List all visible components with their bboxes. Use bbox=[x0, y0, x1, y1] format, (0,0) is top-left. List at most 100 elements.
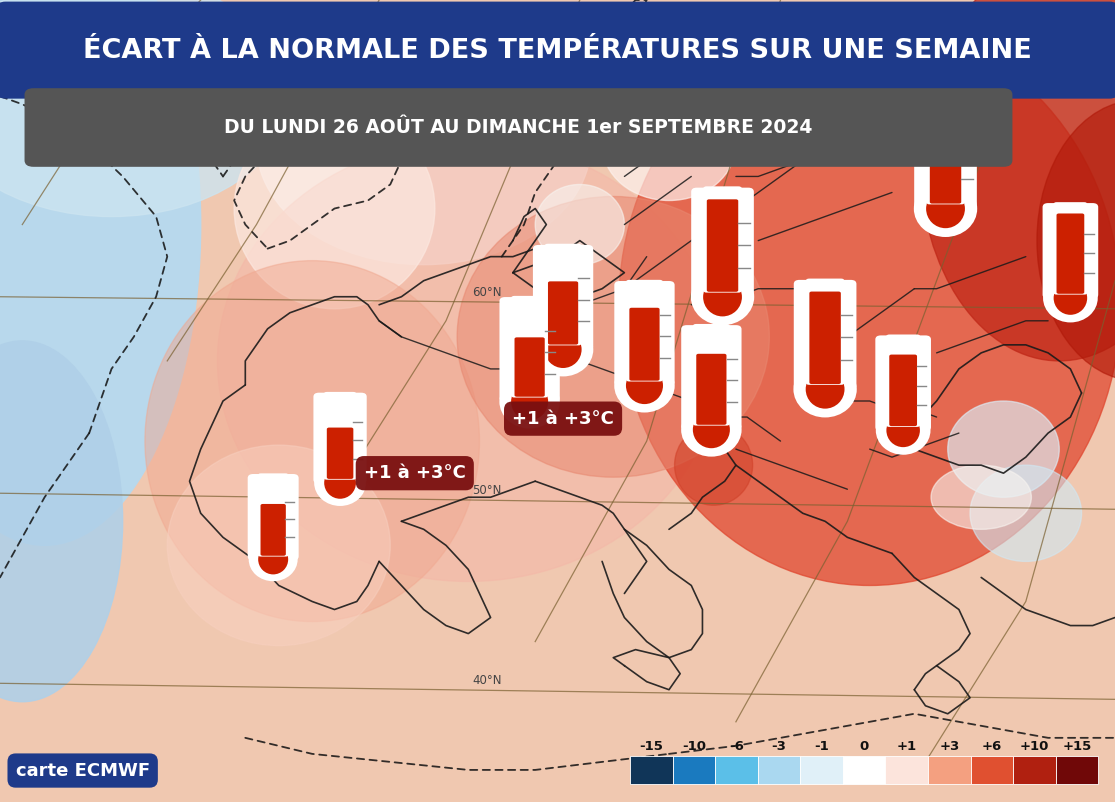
Ellipse shape bbox=[0, 341, 123, 702]
Ellipse shape bbox=[681, 403, 741, 456]
Ellipse shape bbox=[234, 108, 435, 309]
Ellipse shape bbox=[626, 367, 663, 404]
Text: +1 à +3°C: +1 à +3°C bbox=[363, 464, 466, 482]
Ellipse shape bbox=[920, 0, 1115, 361]
Bar bbox=[715, 755, 758, 784]
Bar bbox=[758, 755, 801, 784]
Ellipse shape bbox=[533, 322, 593, 376]
Ellipse shape bbox=[167, 445, 390, 646]
Bar bbox=[970, 755, 1014, 784]
Ellipse shape bbox=[931, 465, 1031, 529]
Ellipse shape bbox=[948, 401, 1059, 497]
FancyBboxPatch shape bbox=[692, 324, 730, 426]
FancyBboxPatch shape bbox=[511, 296, 549, 398]
FancyBboxPatch shape bbox=[500, 297, 560, 402]
FancyBboxPatch shape bbox=[806, 278, 844, 385]
FancyBboxPatch shape bbox=[323, 392, 357, 480]
FancyBboxPatch shape bbox=[258, 473, 289, 557]
Ellipse shape bbox=[544, 331, 582, 368]
Text: 0: 0 bbox=[860, 739, 869, 753]
Bar bbox=[672, 755, 715, 784]
Ellipse shape bbox=[256, 24, 591, 265]
Text: -1: -1 bbox=[814, 739, 828, 753]
Text: 40°N: 40°N bbox=[473, 674, 502, 687]
FancyBboxPatch shape bbox=[261, 504, 285, 556]
FancyBboxPatch shape bbox=[533, 245, 593, 350]
Text: carte ECMWF: carte ECMWF bbox=[16, 762, 149, 780]
Text: 50°N: 50°N bbox=[473, 484, 502, 497]
Ellipse shape bbox=[914, 180, 977, 237]
FancyBboxPatch shape bbox=[544, 244, 582, 346]
Ellipse shape bbox=[0, 0, 290, 217]
FancyBboxPatch shape bbox=[25, 88, 1012, 167]
FancyBboxPatch shape bbox=[248, 474, 299, 561]
Bar bbox=[801, 755, 843, 784]
Bar bbox=[1014, 755, 1056, 784]
Text: +15: +15 bbox=[1063, 739, 1092, 753]
FancyBboxPatch shape bbox=[809, 292, 841, 384]
Ellipse shape bbox=[1043, 273, 1098, 322]
Bar bbox=[843, 755, 885, 784]
Text: -10: -10 bbox=[682, 739, 706, 753]
FancyBboxPatch shape bbox=[514, 338, 545, 397]
FancyBboxPatch shape bbox=[327, 427, 353, 479]
FancyBboxPatch shape bbox=[914, 99, 977, 209]
Text: -6: -6 bbox=[729, 739, 744, 753]
FancyBboxPatch shape bbox=[547, 282, 579, 345]
Ellipse shape bbox=[927, 189, 964, 229]
FancyBboxPatch shape bbox=[691, 188, 754, 297]
Bar bbox=[1056, 755, 1098, 784]
Bar bbox=[630, 755, 672, 784]
FancyBboxPatch shape bbox=[614, 281, 675, 386]
Ellipse shape bbox=[886, 414, 920, 448]
Ellipse shape bbox=[1054, 282, 1087, 315]
Ellipse shape bbox=[691, 269, 754, 326]
Ellipse shape bbox=[324, 467, 356, 499]
FancyBboxPatch shape bbox=[629, 308, 660, 381]
FancyBboxPatch shape bbox=[886, 334, 920, 427]
Ellipse shape bbox=[217, 140, 719, 581]
Ellipse shape bbox=[500, 375, 560, 428]
Text: -3: -3 bbox=[772, 739, 786, 753]
Text: 60°N: 60°N bbox=[473, 286, 502, 298]
Text: +1: +1 bbox=[896, 739, 917, 753]
Ellipse shape bbox=[806, 370, 844, 409]
Ellipse shape bbox=[0, 0, 201, 545]
Text: +1 à +3°C: +1 à +3°C bbox=[512, 410, 614, 427]
Text: DU LUNDI 26 AOÛT AU DIMANCHE 1er SEPTEMBRE 2024: DU LUNDI 26 AOÛT AU DIMANCHE 1er SEPTEMB… bbox=[224, 118, 813, 137]
Ellipse shape bbox=[145, 261, 479, 622]
FancyBboxPatch shape bbox=[875, 335, 931, 431]
Ellipse shape bbox=[970, 465, 1082, 561]
Ellipse shape bbox=[602, 88, 736, 200]
FancyBboxPatch shape bbox=[794, 280, 856, 389]
Ellipse shape bbox=[794, 361, 856, 418]
Bar bbox=[885, 755, 928, 784]
Ellipse shape bbox=[619, 24, 1115, 585]
FancyBboxPatch shape bbox=[930, 107, 961, 204]
Text: -15: -15 bbox=[639, 739, 663, 753]
FancyBboxPatch shape bbox=[626, 280, 663, 382]
Text: +3: +3 bbox=[939, 739, 959, 753]
Ellipse shape bbox=[614, 358, 675, 412]
Ellipse shape bbox=[675, 425, 753, 505]
FancyBboxPatch shape bbox=[890, 354, 917, 426]
Text: +10: +10 bbox=[1020, 739, 1049, 753]
Text: +6: +6 bbox=[981, 739, 1002, 753]
FancyBboxPatch shape bbox=[0, 2, 1115, 99]
FancyBboxPatch shape bbox=[313, 393, 367, 484]
Ellipse shape bbox=[314, 460, 366, 506]
FancyBboxPatch shape bbox=[681, 325, 741, 430]
Ellipse shape bbox=[511, 383, 549, 420]
FancyBboxPatch shape bbox=[1057, 213, 1084, 294]
Ellipse shape bbox=[692, 411, 730, 448]
Ellipse shape bbox=[875, 406, 931, 455]
FancyBboxPatch shape bbox=[927, 98, 964, 205]
FancyBboxPatch shape bbox=[707, 200, 738, 292]
Ellipse shape bbox=[704, 277, 741, 317]
FancyBboxPatch shape bbox=[1043, 203, 1098, 298]
Ellipse shape bbox=[457, 196, 769, 477]
Ellipse shape bbox=[249, 537, 298, 581]
FancyBboxPatch shape bbox=[1054, 202, 1087, 294]
Text: ÉCART À LA NORMALE DES TEMPÉRATURES SUR UNE SEMAINE: ÉCART À LA NORMALE DES TEMPÉRATURES SUR … bbox=[84, 38, 1031, 63]
FancyBboxPatch shape bbox=[704, 186, 741, 293]
